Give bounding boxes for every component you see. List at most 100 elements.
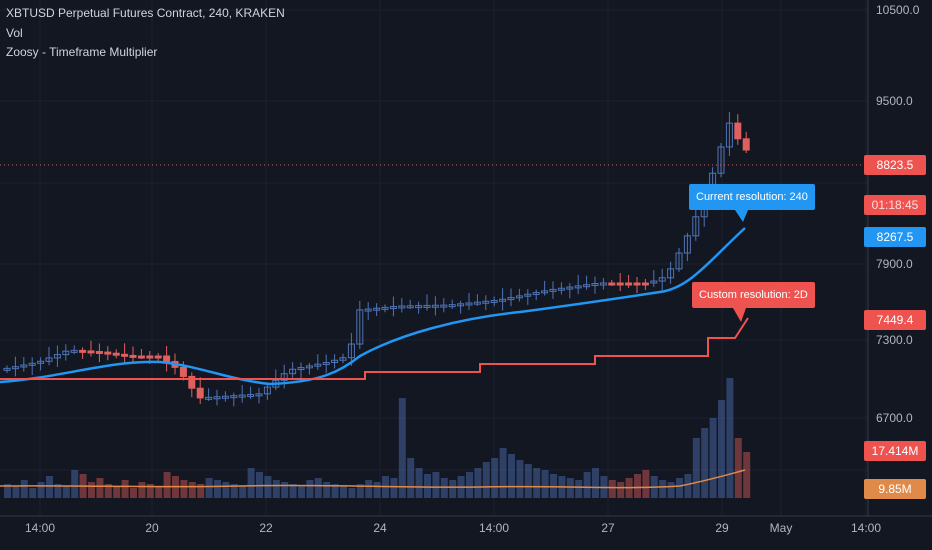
volume-bar (432, 472, 440, 498)
volume-bar (734, 438, 742, 498)
candle-body (95, 350, 103, 354)
candle-body (205, 396, 213, 400)
volume-bar (12, 486, 20, 498)
volume-ma-line (0, 469, 746, 489)
volume-bar (583, 472, 591, 498)
candle-body (532, 292, 540, 296)
volume-bar (550, 474, 557, 498)
y-axis-ticks: 10500.0 9500.0 7900.0 7300.0 6700.0 (876, 3, 920, 425)
volume-bar (96, 478, 104, 498)
candle-body (381, 306, 389, 310)
candle-body (499, 298, 507, 302)
volume-bar (188, 482, 196, 498)
current-label-pointer (735, 210, 748, 222)
time-axis-area[interactable] (0, 516, 932, 550)
candle-body (221, 395, 229, 399)
volume-bar (230, 484, 238, 498)
volume-bar (726, 378, 734, 498)
volume-bar (247, 468, 255, 498)
timeframe-indicator-label[interactable]: Zoosy - Timeframe Multiplier (6, 45, 158, 59)
candle-body (230, 395, 238, 399)
current-resolution-line (0, 227, 746, 386)
grid-lines (0, 0, 868, 516)
candle-body (247, 394, 255, 398)
candle-body (725, 122, 733, 148)
volume-bar (692, 438, 700, 498)
volume-bar (491, 458, 499, 498)
candle-body (280, 373, 288, 381)
candle-body (289, 368, 297, 375)
candle-body (37, 360, 45, 364)
volume-bar (474, 468, 482, 498)
candle-body (62, 350, 70, 356)
volume-bar (272, 480, 280, 498)
volume-bar (482, 462, 490, 498)
candle-body (557, 287, 565, 291)
candle-body (675, 252, 683, 270)
candle-body (549, 288, 557, 292)
candle-body (574, 285, 582, 289)
volume-bar (314, 478, 322, 498)
volume-bar (4, 484, 11, 498)
candle-body (188, 375, 196, 389)
price-axis-area[interactable] (868, 0, 932, 516)
volume-bar (617, 482, 625, 498)
candle-body (322, 362, 330, 366)
candle-body (440, 304, 448, 308)
volume-bar (398, 398, 406, 498)
volume-bar (20, 480, 28, 498)
candle-body (692, 216, 700, 237)
candle-body (87, 350, 95, 354)
candle-body (331, 359, 339, 364)
volume-bar (340, 486, 347, 498)
candle-body (524, 293, 532, 297)
volume-bar (348, 488, 356, 498)
volume-bar (281, 482, 289, 498)
x-tick-label: 20 (145, 521, 159, 535)
candle-body (45, 357, 53, 362)
candle-body (112, 352, 120, 356)
candle-body (70, 349, 78, 353)
candle-body (398, 305, 406, 309)
symbol-title[interactable]: XBTUSD Perpetual Futures Contract, 240, … (6, 6, 285, 20)
candle-body (11, 366, 19, 370)
volume-indicator-label[interactable]: Vol (6, 26, 23, 40)
volume-bar (46, 476, 53, 498)
candle-body (364, 308, 372, 312)
candle-body (473, 301, 481, 305)
candle-body (566, 286, 574, 290)
candle-body (121, 353, 129, 357)
volume-bar (146, 484, 154, 498)
volume-bar (356, 484, 364, 498)
volume-bar (466, 472, 473, 498)
candle-body (347, 343, 355, 359)
candles (3, 112, 750, 407)
volume-bar (743, 452, 751, 498)
volume-bar (214, 480, 221, 498)
candle-body (179, 366, 187, 377)
candle-body (146, 355, 154, 359)
volume-bar (499, 448, 507, 498)
x-tick-label: May (770, 521, 793, 535)
volume-bar (709, 418, 717, 498)
volume-bar (104, 484, 112, 498)
candle-body (389, 306, 397, 310)
volume-bar (676, 478, 683, 498)
candle-body (196, 387, 204, 399)
candle-body (154, 355, 162, 359)
candle-body (541, 290, 549, 294)
y-tick-label: 10500.0 (876, 3, 920, 17)
candle-body (583, 284, 591, 288)
candle-body (53, 354, 61, 359)
candle-body (641, 282, 649, 286)
custom-resolution-label: Custom resolution: 2D (692, 282, 815, 308)
volume-bar (373, 482, 381, 498)
volume-ma-tag: 9.85M (864, 479, 926, 499)
candle-body (415, 305, 423, 309)
volume-bar (541, 470, 549, 498)
custom-ma-tag: 7449.4 (864, 310, 926, 330)
volume-bar (197, 484, 205, 498)
candle-body (373, 307, 381, 311)
candle-body (616, 282, 624, 286)
